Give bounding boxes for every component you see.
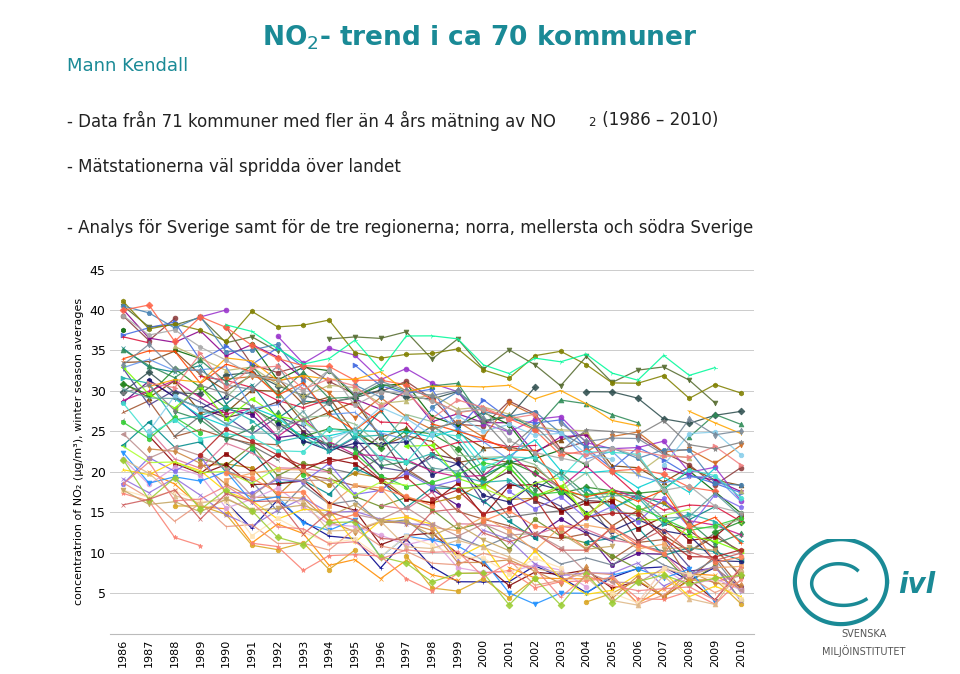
Text: - Analys för Sverige samt för de tre regionerna; norra, mellersta och södra Sver: - Analys för Sverige samt för de tre reg… — [67, 219, 754, 237]
Text: $_2$: $_2$ — [588, 111, 596, 129]
Text: - Data från 71 kommuner med fler än 4 års mätning av NO: - Data från 71 kommuner med fler än 4 år… — [67, 111, 556, 131]
Text: - Mätstationerna väl spridda över landet: - Mätstationerna väl spridda över landet — [67, 158, 401, 177]
Text: ivl: ivl — [898, 572, 935, 599]
Text: NO$_2$- trend i ca 70 kommuner: NO$_2$- trend i ca 70 kommuner — [262, 24, 698, 52]
Text: Mann Kendall: Mann Kendall — [67, 57, 188, 75]
Text: MILJÖINSTITUTET: MILJÖINSTITUTET — [823, 645, 905, 656]
Text: (1986 – 2010): (1986 – 2010) — [597, 111, 718, 129]
Y-axis label: concentratrion of NO₂ (µg/m³), winter season averages: concentratrion of NO₂ (µg/m³), winter se… — [74, 298, 84, 605]
Text: SVENSKA: SVENSKA — [841, 629, 887, 639]
